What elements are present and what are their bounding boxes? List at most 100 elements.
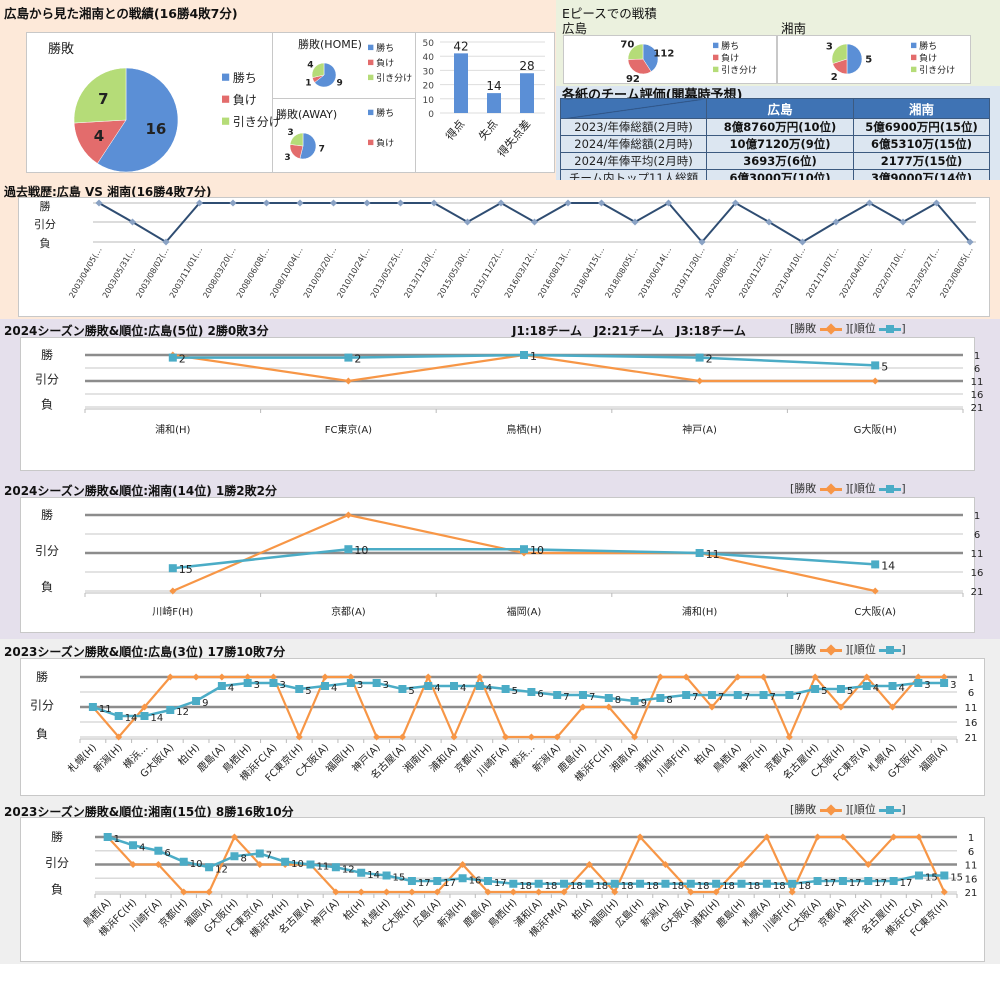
- legend-label: 勝ち: [376, 107, 394, 119]
- legend-rank-label: 順位: [853, 322, 876, 335]
- rank-value-label: 18: [671, 881, 684, 892]
- x-tick-label: 川崎F(H): [152, 605, 193, 618]
- result-marker: [940, 888, 948, 896]
- rank-marker: [520, 351, 528, 359]
- pie-slice-draw: [289, 132, 304, 147]
- rank-value-label: 14: [367, 870, 380, 881]
- bar: [454, 53, 468, 113]
- pie-value-label: 1: [305, 79, 311, 89]
- rank-marker: [255, 849, 264, 858]
- cell-team-a: 8億8760万円(10位): [706, 118, 854, 136]
- x-tick-label: 2023/08/05(…: [938, 246, 974, 300]
- rank-value-label: 10: [354, 544, 368, 557]
- rank-value-label: 4: [228, 683, 234, 694]
- x-tick-label: 2013/05/25(…: [369, 246, 405, 300]
- legend-label: 引き分け: [233, 115, 281, 129]
- result-marker: [636, 833, 644, 841]
- result-marker: [785, 733, 793, 741]
- legend-swatch-icon: [222, 117, 230, 125]
- x-tick-label: 2021/04/10(…: [771, 246, 807, 300]
- x-tick-label: 2022/07/10(…: [871, 246, 907, 300]
- result-marker: [863, 673, 871, 681]
- rank-marker: [520, 545, 528, 554]
- series-legend: [勝敗 ][順位 ]: [790, 801, 906, 817]
- rank-value-label: 15: [925, 873, 938, 884]
- rank-line-legend-icon: [879, 323, 902, 335]
- x-tick-label: 湘南(H): [400, 741, 434, 775]
- table-row: 2024/年俸平均(2月時) 3693万(6位) 2177万(15位): [560, 152, 990, 170]
- rank-value-label: 18: [595, 881, 608, 892]
- rank-marker: [695, 353, 704, 362]
- evaluation-table: 広島 湘南 2023/年俸総額(2月時) 8億8760万円(10位) 5億6900万…: [560, 98, 990, 187]
- result-marker: [347, 673, 355, 681]
- result-marker: [611, 888, 619, 896]
- row-label: 2024/年俸平均(2月時): [560, 152, 707, 170]
- rank-value-label: 2: [354, 353, 361, 366]
- rank-value-label: 15: [950, 873, 963, 884]
- pie-value-label: 3: [287, 128, 293, 138]
- rank-marker: [424, 682, 433, 690]
- h2h-title: 広島から見た湘南との戦績(16勝4敗7分): [4, 6, 238, 21]
- bar-value-label: 42: [453, 39, 468, 53]
- rank-line: [92, 681, 945, 718]
- result-marker: [296, 199, 304, 207]
- rank-value-label: 17: [849, 878, 862, 889]
- y-axis-label: 引分: [35, 544, 59, 558]
- y-axis-label: 負: [36, 727, 48, 741]
- rank-marker: [230, 852, 239, 861]
- result-marker: [115, 733, 123, 741]
- y-tick-label: 10: [423, 96, 435, 106]
- x-tick-label: 鳥栖(H): [506, 423, 541, 436]
- x-tick-label: 失点: [476, 118, 500, 143]
- result-marker: [195, 199, 204, 207]
- rank-marker: [712, 879, 721, 888]
- result-marker: [205, 888, 213, 896]
- bar: [520, 73, 534, 113]
- rank-line: [107, 835, 945, 885]
- rank-value-label: 7: [744, 692, 750, 703]
- legend-label: 負け: [233, 93, 257, 107]
- result-marker: [95, 199, 103, 207]
- result-marker: [497, 199, 505, 207]
- result-marker: [564, 199, 572, 207]
- rank-value-label: 18: [722, 881, 735, 892]
- result-marker: [424, 673, 432, 681]
- season-title: 2023シーズン勝敗&順位:湘南(15位) 8勝16敗10分: [4, 805, 294, 819]
- rank-marker: [88, 703, 97, 711]
- result-marker: [811, 673, 819, 681]
- rank-marker: [813, 877, 822, 885]
- pie-value-label: 7: [98, 90, 108, 108]
- h2h-charts: 勝敗1647勝ち負け引き分け勝敗(HOME)914勝ち負け引き分け勝敗(AWAY…: [48, 37, 545, 173]
- result-marker: [553, 733, 561, 741]
- rank-marker: [871, 361, 880, 370]
- rank-value-label: 10: [190, 859, 203, 870]
- result-marker: [890, 833, 898, 841]
- rank-marker: [295, 685, 304, 693]
- season-chart-box: [20, 497, 975, 633]
- legend-swatch-icon: [713, 42, 719, 49]
- legend-bracket: ]: [901, 322, 906, 335]
- rank-value-label: 4: [873, 683, 879, 694]
- result-marker: [383, 888, 391, 896]
- x-tick-label: 2008/06/08(…: [235, 246, 271, 300]
- league-info: J1:18チーム J2:21チーム J3:18チーム: [512, 324, 746, 338]
- legend-swatch-icon: [911, 42, 917, 49]
- result-marker: [262, 199, 271, 207]
- rank-value-label: 6: [537, 689, 543, 700]
- result-marker: [344, 377, 352, 385]
- result-marker: [864, 860, 872, 869]
- legend-label: 引き分け: [376, 73, 412, 84]
- rank-marker: [168, 564, 177, 573]
- rank-value-label: 7: [795, 692, 801, 703]
- rank-value-label: 4: [486, 683, 492, 694]
- result-marker: [837, 703, 845, 711]
- pie-value-label: 4: [94, 127, 104, 145]
- rank-marker: [733, 691, 742, 699]
- result-marker: [192, 673, 200, 681]
- x-tick-label: 2010/10/24(…: [335, 246, 371, 300]
- table-header-team-a: 広島: [706, 98, 854, 119]
- x-tick-label: 神戸(A): [308, 896, 342, 930]
- pie-slice-draw: [73, 67, 127, 124]
- rank-tick-label: 16: [971, 568, 984, 579]
